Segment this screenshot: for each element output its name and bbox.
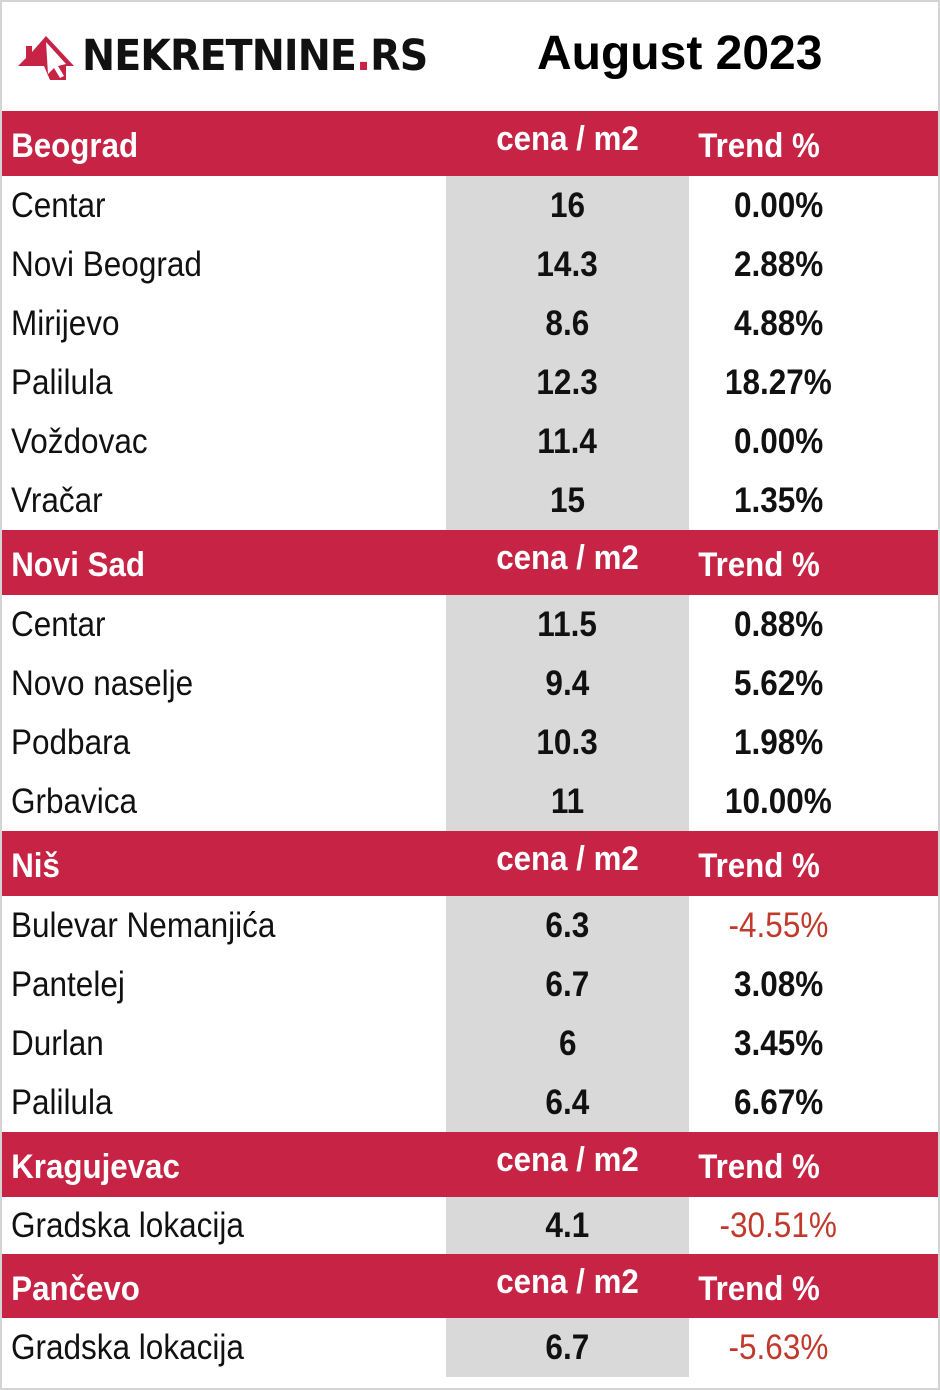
trend-cell: 10.00% (725, 781, 832, 821)
table-row: Centar 11.5 0.88% (2, 595, 938, 654)
area-name: Novi Beograd (11, 244, 202, 284)
trend-cell: 4.88% (733, 303, 824, 343)
column-header-trend: Trend % (698, 1269, 820, 1308)
column-header-price: cena / m2 (496, 840, 639, 878)
table-row: Novo naselje 9.4 5.62% (2, 654, 938, 713)
column-header-price: cena / m2 (496, 1141, 639, 1179)
area-name: Voždovac (11, 421, 148, 461)
trend-cell: 6.67% (733, 1082, 824, 1122)
table-row: Podbara 10.3 1.98% (2, 713, 938, 772)
trend-cell: 0.00% (733, 421, 824, 461)
table-row: Vračar 15 1.35% (2, 471, 938, 530)
price-cell: 11.4 (446, 412, 689, 471)
area-name: Gradska lokacija (11, 1205, 244, 1245)
column-header-trend: Trend % (698, 546, 820, 584)
city-name: Kragujevac (11, 1148, 180, 1186)
column-header-trend: Trend % (698, 127, 820, 165)
city-name: Niš (11, 847, 60, 885)
section-header-kragujevac: Kragujevac cena / m2 Trend % (2, 1132, 938, 1197)
section-header-beograd: Beograd cena / m2 Trend % (2, 111, 938, 176)
column-header-trend: Trend % (698, 1148, 820, 1186)
table-row: Durlan 6 3.45% (2, 1014, 938, 1073)
trend-cell: 1.35% (733, 480, 824, 520)
table-row: Mirijevo 8.6 4.88% (2, 294, 938, 353)
price-cell: 6.3 (446, 896, 689, 955)
area-name: Mirijevo (11, 303, 120, 343)
area-name: Palilula (11, 1082, 113, 1122)
brand-wordmark: NEKRETNINE.RS (82, 30, 428, 81)
table-row: Gradska lokacija 4.1 -30.51% (2, 1197, 938, 1254)
city-name: Novi Sad (11, 546, 146, 584)
house-cursor-icon (18, 36, 74, 80)
price-cell: 6 (446, 1014, 689, 1073)
trend-cell-negative: -30.51% (719, 1205, 838, 1245)
section-header-nis: Niš cena / m2 Trend % (2, 831, 938, 896)
table-header-area: NEKRETNINE.RS August 2023 (2, 2, 938, 111)
price-cell: 6.7 (446, 955, 689, 1014)
column-header-price: cena / m2 (496, 120, 639, 158)
table-row: Grbavica 11 10.00% (2, 772, 938, 831)
city-name: Beograd (11, 127, 139, 165)
trend-cell: 3.45% (733, 1023, 824, 1063)
table-row: Gradska lokacija 6.7 -5.63% (2, 1318, 938, 1377)
trend-cell: 18.27% (725, 362, 832, 402)
area-name: Bulevar Nemanjića (11, 905, 276, 945)
column-header-trend: Trend % (698, 847, 820, 885)
price-cell: 12.3 (446, 353, 689, 412)
trend-cell: 5.62% (733, 663, 824, 703)
table-row: Bulevar Nemanjića 6.3 -4.55% (2, 896, 938, 955)
table-row: Pantelej 6.7 3.08% (2, 955, 938, 1014)
price-cell: 11.5 (446, 595, 689, 654)
table-row: Novi Beograd 14.3 2.88% (2, 235, 938, 294)
price-cell: 8.6 (446, 294, 689, 353)
trend-cell: 3.08% (733, 964, 824, 1004)
price-cell: 15 (446, 471, 689, 530)
area-name: Gradska lokacija (11, 1327, 244, 1367)
area-name: Podbara (11, 722, 131, 762)
area-name: Grbavica (11, 781, 138, 821)
area-name: Centar (11, 604, 106, 644)
price-cell: 6.4 (446, 1073, 689, 1132)
trend-cell-negative: -5.63% (728, 1327, 829, 1367)
column-header-price: cena / m2 (496, 539, 639, 577)
price-cell: 11 (446, 772, 689, 831)
price-cell: 6.7 (446, 1318, 689, 1377)
area-name: Palilula (11, 362, 113, 402)
price-cell: 9.4 (446, 654, 689, 713)
report-period: August 2023 (537, 27, 823, 80)
table-row: Palilula 12.3 18.27% (2, 353, 938, 412)
area-name: Centar (11, 185, 106, 225)
section-header-pancevo: Pančevo cena / m2 Trend % (2, 1254, 938, 1318)
table-row: Centar 16 0.00% (2, 176, 938, 235)
city-name: Pančevo (11, 1269, 140, 1308)
price-cell: 4.1 (446, 1197, 689, 1254)
table-row: Voždovac 11.4 0.00% (2, 412, 938, 471)
area-name: Novo naselje (11, 663, 194, 703)
trend-cell-negative: -4.55% (728, 905, 829, 945)
price-cell: 16 (446, 176, 689, 235)
trend-cell: 2.88% (733, 244, 824, 284)
column-header-price: cena / m2 (496, 1262, 639, 1301)
area-name: Vračar (11, 480, 103, 520)
trend-cell: 1.98% (733, 722, 824, 762)
area-name: Durlan (11, 1023, 104, 1063)
price-cell: 14.3 (446, 235, 689, 294)
price-cell: 10.3 (446, 713, 689, 772)
section-header-novi-sad: Novi Sad cena / m2 Trend % (2, 530, 938, 595)
trend-cell: 0.88% (733, 604, 824, 644)
area-name: Pantelej (11, 964, 125, 1004)
brand-logo: NEKRETNINE.RS (16, 26, 457, 86)
table-row: Palilula 6.4 6.67% (2, 1073, 938, 1132)
trend-cell: 0.00% (733, 185, 824, 225)
